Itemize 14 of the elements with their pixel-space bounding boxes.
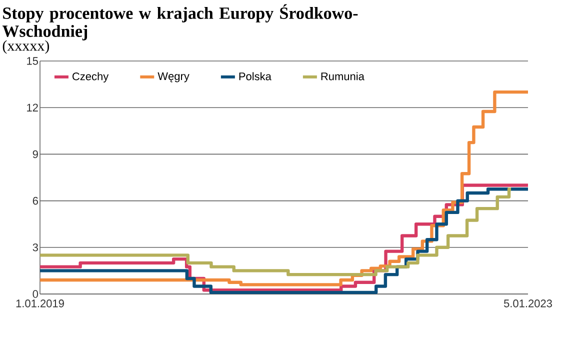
y-tick-label: 6 [32,196,38,205]
legend-label: Rumunia [321,72,364,80]
y-tick-label: 0 [32,290,38,298]
y-tick-label: 9 [32,150,38,158]
chart-title: Stopy procentowe w krajach Europy Środkowo-Wschodniej [2,4,358,40]
chart-subtitle: (xxxxx) [2,40,50,54]
y-tick-label: 3 [32,244,38,252]
legend-label: Polska [239,72,272,80]
y-tick-label: 12 [27,104,38,112]
legend-label: Czechy [72,72,109,82]
x-tick-label: 5.01.2023 [504,300,552,308]
y-tick-label: 15 [27,57,38,65]
legend-label: Węgry [158,72,190,82]
x-tick-label: 1.01.2019 [16,300,64,308]
